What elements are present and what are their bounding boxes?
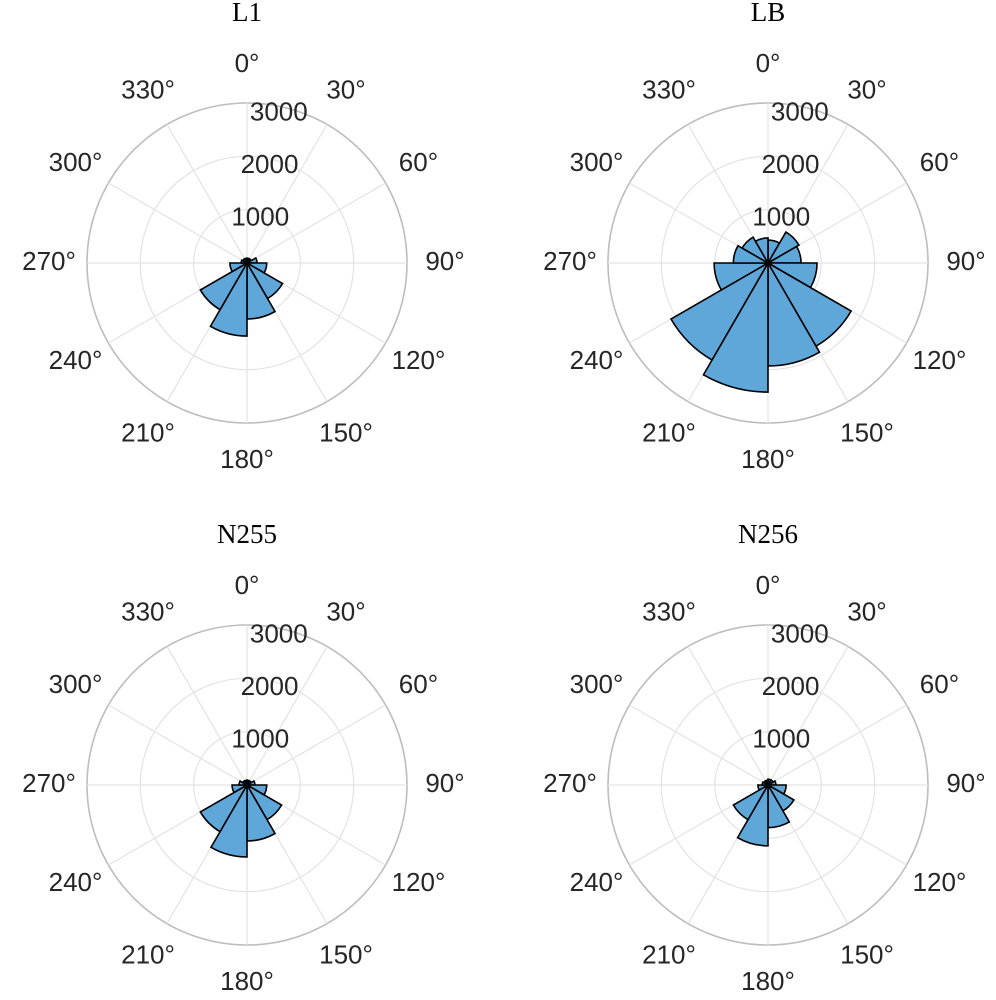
wedge [702,260,769,393]
theta-tick-label: 90° [425,768,464,798]
r-tick-label: 1000 [231,201,289,231]
panel-title: N256 [738,519,798,549]
theta-tick-label: 240° [49,345,103,375]
theta-tick-label: 300° [570,669,624,699]
theta-tick-label: 330° [121,74,175,104]
r-tick-label: 2000 [762,149,820,179]
r-tick-label: 1000 [752,723,810,753]
wedge [243,257,248,266]
theta-tick-label: 180° [220,444,274,474]
r-tick-label: 1000 [231,723,289,753]
theta-tick-label: 0° [235,570,260,600]
panel-title: L1 [232,0,262,27]
theta-tick-label: 60° [920,147,959,177]
theta-grid-line [246,182,386,264]
wedge [764,779,769,788]
theta-tick-label: 300° [49,147,103,177]
wedge [732,782,771,821]
r-tick-label: 3000 [250,618,308,648]
theta-tick-label: 270° [543,768,597,798]
theta-grid-line [166,646,248,786]
theta-grid-line [629,704,769,786]
wedge [209,782,248,858]
wedge [199,782,250,833]
theta-tick-label: 150° [840,939,894,969]
panel-title: LB [751,0,786,27]
theta-tick-label: 60° [399,669,438,699]
wedge [209,260,248,337]
panel-title: N255 [217,519,277,549]
theta-grid-line [166,124,248,264]
theta-grid-line [246,124,328,264]
theta-tick-label: 0° [235,48,260,78]
theta-tick-label: 300° [570,147,624,177]
wedge [669,260,771,362]
polar-panel: LB 1000 2000 3000 0° 30° 60° 90° 120° 150° 180° 210… [543,0,986,474]
theta-tick-label: 180° [741,444,795,474]
theta-tick-label: 270° [22,246,76,276]
theta-tick-label: 180° [220,966,274,996]
theta-tick-label: 210° [121,417,175,447]
theta-grid-line [108,704,248,786]
wedge [199,260,250,311]
theta-tick-label: 120° [392,867,446,897]
polar-panel: N256 1000 2000 3000 0° 30° 60° 90° 120° 150° 180° 2… [543,519,986,996]
r-tick-label: 2000 [241,671,299,701]
r-tick-label: 3000 [771,618,829,648]
r-tick-label: 3000 [771,96,829,126]
theta-tick-label: 270° [543,246,597,276]
theta-grid-line [246,646,328,786]
wedge [736,782,769,847]
theta-tick-label: 270° [22,768,76,798]
theta-grid-line [687,646,769,786]
theta-tick-label: 90° [425,246,464,276]
wedge [757,784,771,792]
theta-grid-line [246,704,386,786]
theta-tick-label: 0° [756,48,781,78]
wedge [229,262,250,273]
theta-tick-label: 210° [642,939,696,969]
theta-tick-label: 330° [642,596,696,626]
theta-tick-label: 330° [642,74,696,104]
theta-tick-label: 30° [326,74,365,104]
theta-tick-label: 300° [49,669,103,699]
theta-grid-line [108,182,248,264]
theta-tick-label: 30° [326,596,365,626]
theta-tick-label: 150° [319,939,373,969]
theta-tick-label: 210° [642,417,696,447]
wedge [231,784,250,794]
theta-tick-label: 240° [570,867,624,897]
polar-panel: L1 1000 2000 3000 0° 30° 60° 90° 120° 150° 180° 210… [22,0,465,474]
wedge [741,236,771,266]
wedge [243,779,248,788]
theta-tick-label: 240° [49,867,103,897]
theta-tick-label: 240° [570,345,624,375]
wedge [713,262,771,292]
theta-tick-label: 30° [847,74,886,104]
theta-tick-label: 30° [847,596,886,626]
theta-tick-label: 120° [913,345,967,375]
r-tick-label: 1000 [752,201,810,231]
theta-tick-label: 90° [946,768,985,798]
theta-tick-label: 150° [840,417,894,447]
theta-grid-line [767,646,849,786]
wedge [754,237,769,266]
polar-panel: N255 1000 2000 3000 0° 30° 60° 90° 120° 150° 180° 2… [22,519,465,996]
wedge [765,230,801,266]
theta-tick-label: 120° [392,345,446,375]
r-tick-label: 2000 [762,671,820,701]
theta-tick-label: 60° [920,669,959,699]
theta-tick-label: 0° [756,570,781,600]
theta-tick-label: 210° [121,939,175,969]
r-tick-label: 2000 [241,149,299,179]
r-tick-label: 3000 [250,96,308,126]
theta-tick-label: 120° [913,867,967,897]
theta-tick-label: 150° [319,417,373,447]
theta-grid-line [767,704,907,786]
theta-tick-label: 90° [946,246,985,276]
theta-tick-label: 330° [121,596,175,626]
theta-tick-label: 180° [741,966,795,996]
theta-tick-label: 60° [399,147,438,177]
